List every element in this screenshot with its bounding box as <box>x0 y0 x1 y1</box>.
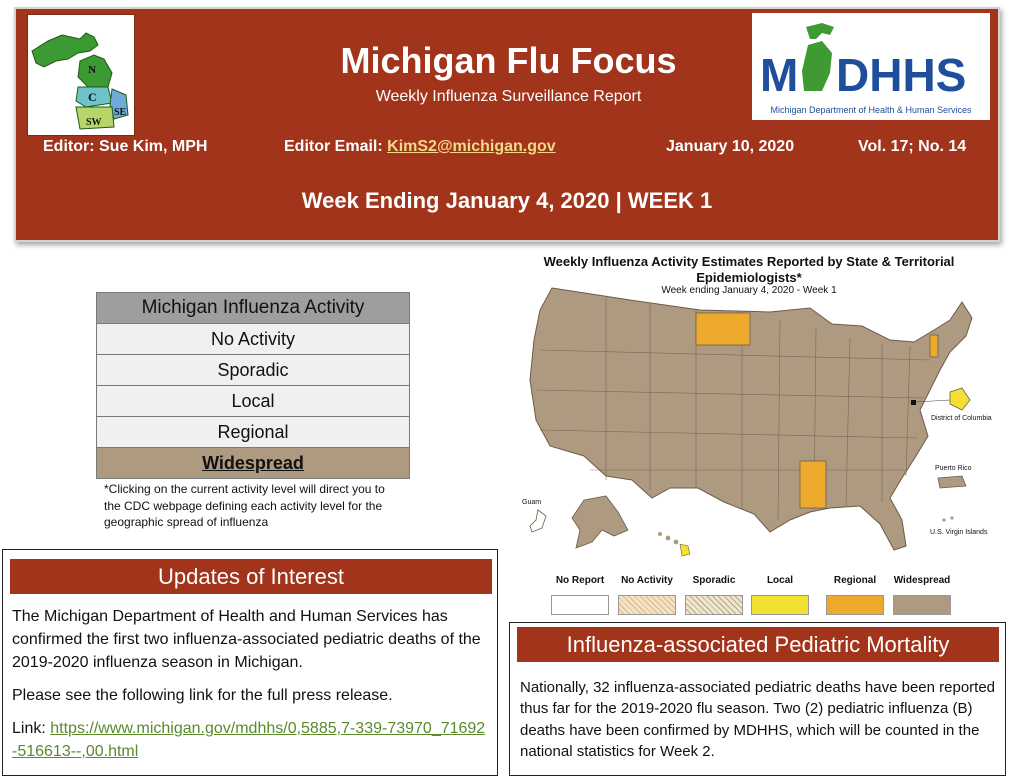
svg-text:N: N <box>88 64 96 76</box>
mortality-heading: Influenza-associated Pediatric Mortality <box>517 627 999 662</box>
updates-link-line: Link: https://www.michigan.gov/mdhhs/0,5… <box>12 718 487 764</box>
updates-paragraph-2: Please see the following link for the fu… <box>12 687 393 704</box>
alaska-shape <box>571 495 629 549</box>
updates-link-label: Link: <box>12 720 46 737</box>
activity-level-widespread-link[interactable]: Widespread <box>96 447 410 479</box>
svg-text:DHHS: DHHS <box>836 49 966 101</box>
editor-email-line: Editor Email: KimS2@michigan.gov <box>284 138 556 156</box>
updates-heading: Updates of Interest <box>10 559 492 594</box>
activity-level-sporadic: Sporadic <box>96 354 410 386</box>
editor-email-label: Editor Email: <box>284 138 383 155</box>
dc-callout-shape <box>949 387 971 411</box>
legend-swatch-widespread <box>893 595 951 615</box>
press-release-link[interactable]: https://www.michigan.gov/mdhhs/0,5885,7-… <box>12 720 486 760</box>
legend-label-no-report: No Report <box>555 575 605 586</box>
dc-marker <box>911 400 916 405</box>
michigan-map-icon: N C SE SW <box>31 32 129 130</box>
mdhhs-logo: M DHHS Michigan Department of Health & H… <box>752 13 990 120</box>
svg-text:SE: SE <box>114 107 127 118</box>
mdhhs-logo-graphic: M DHHS Michigan Department of Health & H… <box>760 23 972 115</box>
legend-label-widespread: Widespread <box>893 575 951 586</box>
map-subtitle: Week ending January 4, 2020 - Week 1 <box>661 285 837 296</box>
michigan-regions-logo: N C SE SW <box>27 14 135 136</box>
vermont-region <box>929 334 939 358</box>
state-borders <box>535 298 931 521</box>
hawaii-shape <box>658 532 691 557</box>
us-activity-map: District of Columbia Puerto Rico U.S. Vi… <box>522 287 992 557</box>
updates-of-interest-box: Updates of Interest The Michigan Departm… <box>2 549 498 776</box>
pediatric-mortality-box: Influenza-associated Pediatric Mortality… <box>509 622 1006 776</box>
legend-label-local: Local <box>766 575 794 586</box>
newsletter-title: Michigan Flu Focus <box>340 40 677 81</box>
week-ending-heading: Week Ending January 4, 2020 | WEEK 1 <box>301 188 713 213</box>
michigan-activity-table: Michigan Influenza Activity No Activity … <box>96 292 410 479</box>
activity-level-regional: Regional <box>96 416 410 448</box>
dc-label: District of Columbia <box>931 415 992 422</box>
header-banner: N C SE SW Michigan Flu Focus Weekly Infl… <box>14 7 1000 242</box>
updates-paragraph-1: The Michigan Department of Health and Hu… <box>12 608 481 671</box>
puerto-rico-label: Puerto Rico <box>935 465 972 472</box>
volume-number: Vol. 17; No. 14 <box>858 138 967 155</box>
mississippi-region <box>799 460 827 509</box>
activity-level-local: Local <box>96 385 410 417</box>
continental-us-shape <box>529 287 973 551</box>
legend-swatch-local <box>751 595 809 615</box>
activity-level-no-activity: No Activity <box>96 323 410 355</box>
newsletter-subtitle: Weekly Influenza Surveillance Report <box>375 88 642 105</box>
activity-table-heading: Michigan Influenza Activity <box>96 292 410 324</box>
guam-shape <box>529 509 547 533</box>
svg-text:SW: SW <box>86 117 102 128</box>
legend-swatch-no-activity <box>618 595 676 615</box>
svg-text:Michigan Department of Health: Michigan Department of Health & Human Se… <box>770 105 972 115</box>
activity-footnote: *Clicking on the current activity level … <box>104 482 385 530</box>
puerto-rico-shape <box>937 475 967 489</box>
issue-date: January 10, 2020 <box>666 138 795 155</box>
mortality-body-text: Nationally, 32 influenza-associated pedi… <box>520 679 996 761</box>
legend-label-no-activity: No Activity <box>621 575 673 586</box>
svg-text:C: C <box>88 90 97 104</box>
legend-label-sporadic: Sporadic <box>692 575 736 586</box>
legend-label-regional: Regional <box>833 575 877 586</box>
north-dakota-region <box>695 312 751 346</box>
legend-swatch-sporadic <box>685 595 743 615</box>
editor-name: Editor: Sue Kim, MPH <box>43 138 208 155</box>
legend-swatch-no-report <box>551 595 609 615</box>
map-title: Weekly Influenza Activity Estimates Repo… <box>543 254 955 286</box>
svg-text:M: M <box>760 49 798 101</box>
guam-label: Guam <box>522 499 541 506</box>
virgin-islands-label: U.S. Virgin Islands <box>930 529 988 536</box>
editor-email-link[interactable]: KimS2@michigan.gov <box>387 138 556 155</box>
legend-swatch-regional <box>826 595 884 615</box>
